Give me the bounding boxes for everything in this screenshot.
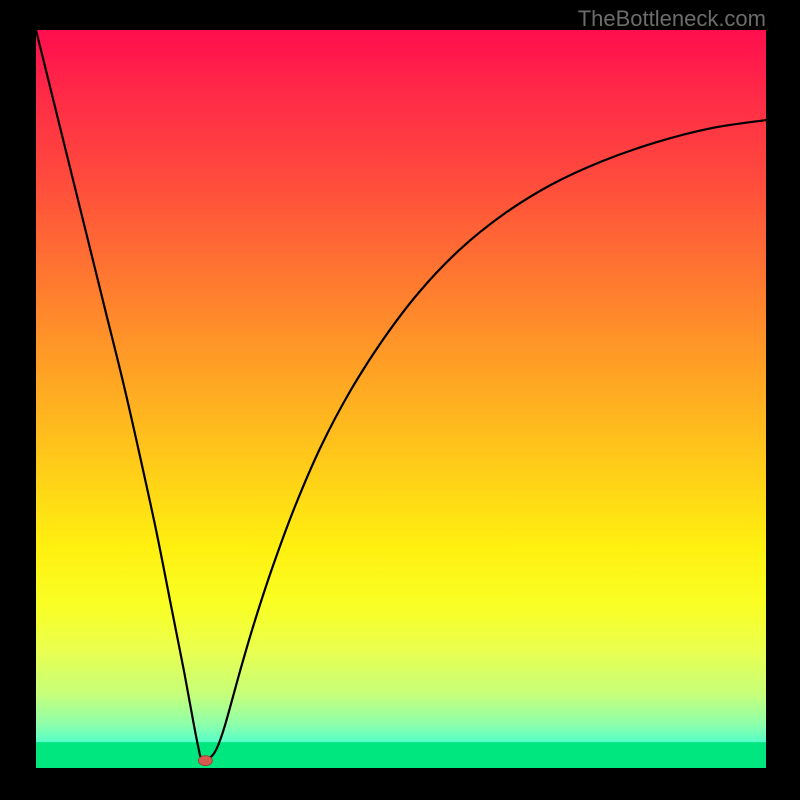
chart-frame: TheBottleneck.com (0, 0, 800, 800)
min-marker (198, 756, 212, 766)
bottom-band (36, 742, 766, 768)
watermark-text: TheBottleneck.com (578, 6, 766, 32)
plot-area (36, 30, 766, 768)
plot-svg (36, 30, 766, 768)
gradient-background (36, 30, 766, 768)
